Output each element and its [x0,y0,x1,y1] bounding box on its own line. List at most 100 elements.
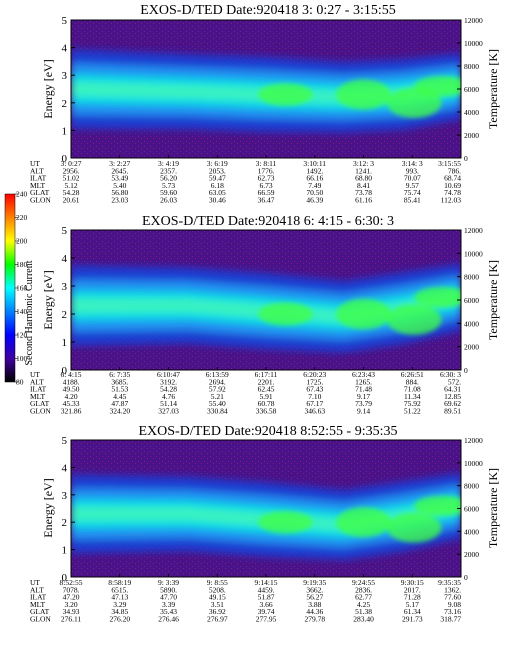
orbit-cell: 277.95 [256,615,277,624]
orbit-cell: 276.20 [109,615,130,624]
spectrogram-plot [71,440,461,577]
orbit-cell: 1776. [258,166,275,175]
orbit-cell: 1725. [306,377,323,386]
orbit-cell: 321.86 [61,407,82,416]
orbit-cell: 330.84 [207,407,228,416]
orbit-cell: 5.91 [259,392,272,401]
spectrogram-hotspots [258,495,461,543]
y-ticks: 0 1 2 3 4 5 [62,15,75,165]
y-tick-label: 2 [62,98,68,110]
orbit-cell: 7.49 [308,181,321,190]
orbit-row-label: GLAT [30,188,50,197]
colorbar-tick-label: 240 [16,190,28,199]
y2-tick-label: 2000 [464,131,479,140]
y-ticks: 0 1 2 3 4 5 [62,435,75,584]
orbit-cell: 47.13 [111,593,128,602]
orbit-cell: 4188. [63,377,80,386]
orbit-row-label: MLT [30,181,46,190]
y-tick-label: 0 [62,365,68,377]
orbit-cell: 71.48 [355,385,372,394]
orbit-cell: 9: 8:55 [207,578,228,587]
orbit-cell: 9:14:15 [255,578,278,587]
orbit-cell: 3.20 [64,600,77,609]
orbit-table: UT 8:52:55 8:58:19 9: 3:39 9: 8:55 9:14:15 9:1… [30,574,462,624]
y-tick-label: 1 [62,125,68,137]
orbit-cell: 53.49 [111,174,128,183]
colorbar-label: Second Harmonic Current [24,260,35,365]
orbit-cell: 5890. [160,585,177,594]
orbit-row-label: GLON [30,407,51,416]
orbit-cell: 6:17:11 [255,370,278,379]
orbit-cell: 69.62 [444,399,461,408]
orbit-cell: 55.40 [209,399,226,408]
orbit-cell: 112.03 [441,196,462,205]
spectrogram-hotspot [336,79,391,110]
spectrogram-hotspot [258,302,313,326]
orbit-cell: 2645. [111,166,128,175]
orbit-cell: 6: 7:35 [109,370,130,379]
orbit-table: UT 3: 0:27 3: 2:27 3: 4:19 3: 6:19 3: 8:11 3:1… [30,155,462,205]
orbit-cell: 6:30: 3 [440,370,461,379]
orbit-cell: 276.97 [207,615,228,624]
orbit-cell: 4459. [258,585,275,594]
orbit-cell: 276.46 [158,615,179,624]
y2-axis-label: Temperature [K] [486,468,500,548]
orbit-cell: 74.78 [444,188,461,197]
y2-tick-label: 8000 [464,482,479,491]
orbit-cell: 63.05 [209,188,226,197]
y2-tick-label: 2000 [464,343,479,352]
colorbar-tick-label: 220 [16,213,28,222]
y2-axis-label: Temperature [K] [486,49,500,129]
orbit-table: UT 6: 4:15 6: 7:35 6:10:47 6:13:59 6:17:11 6:2… [30,367,462,416]
orbit-cell: 2956. [63,166,80,175]
orbit-row-label: GLON [30,615,51,624]
orbit-row-label: GLAT [30,607,50,616]
panel-1: EXOS-D/TED Date:920418 3: 0:27 - 3:15:55… [30,3,500,205]
y-tick-label: 5 [62,15,68,27]
orbit-cell: 56.80 [111,188,128,197]
orbit-cell: 3192. [160,377,177,386]
y-tick-label: 5 [62,435,68,447]
orbit-cell: 36.92 [209,607,226,616]
spectrogram-hotspot [414,287,461,308]
orbit-cell: 26.03 [160,196,177,205]
orbit-row-label: ILAT [30,385,47,394]
orbit-cell: 61.16 [355,196,372,205]
orbit-cell: 6: 4:15 [60,370,81,379]
orbit-cell: 51.53 [111,385,128,394]
orbit-cell: 6:10:47 [157,370,180,379]
orbit-cell: 66.59 [258,188,275,197]
y-axis-label: Energy [eV] [41,270,55,329]
orbit-cell: 51.38 [355,607,372,616]
orbit-cell: 1241. [355,166,372,175]
y2-tick-label: 0 [464,154,468,163]
orbit-cell: 59.60 [160,188,177,197]
orbit-cell: 9.57 [406,181,419,190]
orbit-row-label: ILAT [30,174,47,183]
orbit-cell: 62.73 [258,174,275,183]
orbit-cell: 10.69 [444,181,461,190]
panel-3: EXOS-D/TED Date:920418 8:52:55 - 9:35:35… [30,424,500,624]
orbit-row-label: MLT [30,600,46,609]
orbit-cell: 2357. [160,166,177,175]
orbit-cell: 5.12 [64,181,77,190]
orbit-cell: 327.03 [158,407,179,416]
orbit-row-label: UT [30,578,40,587]
orbit-cell: 4.20 [64,392,77,401]
orbit-cell: 3: 8:11 [256,159,277,168]
y2-tick-label: 0 [464,573,468,582]
orbit-cell: 3:15:55 [438,159,461,168]
orbit-cell: 9.14 [357,407,370,416]
y2-tick-label: 4000 [464,319,479,328]
orbit-cell: 572. [448,377,461,386]
y-tick-label: 5 [62,225,68,237]
y-tick-label: 1 [62,545,68,557]
panel-title: EXOS-D/TED Date:920418 3: 0:27 - 3:15:55 [140,3,395,18]
orbit-cell: 786. [448,166,461,175]
orbit-cell: 49.50 [63,385,80,394]
y2-tick-label: 6000 [464,85,479,94]
y-tick-label: 2 [62,309,68,321]
y2-tick-label: 10000 [464,249,483,258]
orbit-cell: 64.31 [444,385,461,394]
